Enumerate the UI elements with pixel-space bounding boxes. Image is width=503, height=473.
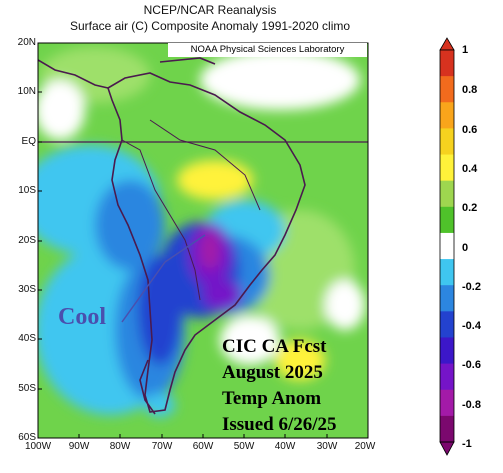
forecast-line: Issued 6/26/25 (222, 414, 337, 435)
colorbar-label: -0.4 (462, 320, 481, 332)
credit-label: NOAA Physical Sciences Laboratory (168, 43, 367, 57)
forecast-line: CIC CA Fcst (222, 336, 327, 357)
forecast-line: August 2025 (222, 362, 323, 383)
colorbar (439, 37, 455, 456)
lat-label: EQ (21, 136, 36, 147)
colorbar-segment (440, 337, 454, 365)
colorbar-segment (440, 128, 454, 156)
colorbar-segment (440, 50, 454, 77)
lon-label: 40W (274, 441, 296, 452)
map-subtitle: Surface air (C) Composite Anomaly 1991-2… (69, 19, 351, 33)
cool-arrow-head (164, 234, 206, 263)
coastlines (38, 57, 306, 415)
andes-divide (121, 139, 201, 301)
colorbar-label: 0.4 (462, 163, 478, 175)
national-border (149, 119, 261, 211)
lon-label: 30W (316, 441, 338, 452)
lat-label: 10N (17, 86, 36, 97)
colorbar-top-triangle (439, 37, 455, 51)
colorbar-label: -0.8 (462, 399, 481, 411)
lat-label: 60S (18, 432, 36, 443)
central-america-coast (38, 59, 109, 89)
colorbar-segment (440, 154, 454, 182)
map-title: NCEP/NCAR Reanalysis (143, 3, 277, 17)
lon-label: 70W (151, 441, 173, 452)
south-america-coast (107, 72, 306, 413)
colorbar-segment (440, 285, 454, 312)
colorbar-label: -1 (462, 438, 472, 450)
caribbean-island (159, 57, 216, 65)
colorbar-label: 0 (462, 242, 469, 254)
lat-label: 10S (18, 185, 36, 196)
colorbar-segment (440, 363, 454, 391)
colorbar-segment (440, 76, 454, 103)
colorbar-label: 1 (462, 44, 469, 56)
colorbar-label: 0.6 (462, 124, 478, 136)
southern-fjords (139, 359, 156, 415)
colorbar-label: -0.2 (462, 281, 481, 293)
colorbar-segment (440, 232, 454, 260)
colorbar-segment (440, 259, 454, 286)
forecast-line: Temp Anom (222, 388, 322, 409)
lat-label: 20S (18, 235, 36, 246)
colorbar-label: 0.8 (462, 84, 478, 96)
lon-label: 80W (109, 441, 131, 452)
colorbar-bottom-triangle (439, 441, 455, 456)
cool-annotation: Cool (58, 304, 106, 330)
colorbar-segment (440, 415, 454, 443)
colorbar-label: -0.6 (462, 359, 481, 371)
colorbar-segment (440, 206, 454, 234)
lon-label: 60W (192, 441, 214, 452)
colorbar-segment (440, 389, 454, 417)
lon-label: 20W (354, 441, 376, 452)
colorbar-label: 0.2 (462, 202, 478, 214)
cool-arrow-shaft (121, 261, 166, 323)
lat-label: 50S (18, 383, 36, 394)
axis-ticks (38, 42, 328, 438)
colorbar-segment (440, 180, 454, 208)
lon-label: 50W (233, 441, 255, 452)
lat-label: 20N (17, 37, 36, 48)
colorbar-segment (440, 311, 454, 338)
lat-label: 30S (18, 284, 36, 295)
lon-label: 100W (24, 441, 52, 452)
colorbar-segment (440, 102, 454, 129)
lat-label: 40S (18, 333, 36, 344)
lon-label: 90W (68, 441, 90, 452)
